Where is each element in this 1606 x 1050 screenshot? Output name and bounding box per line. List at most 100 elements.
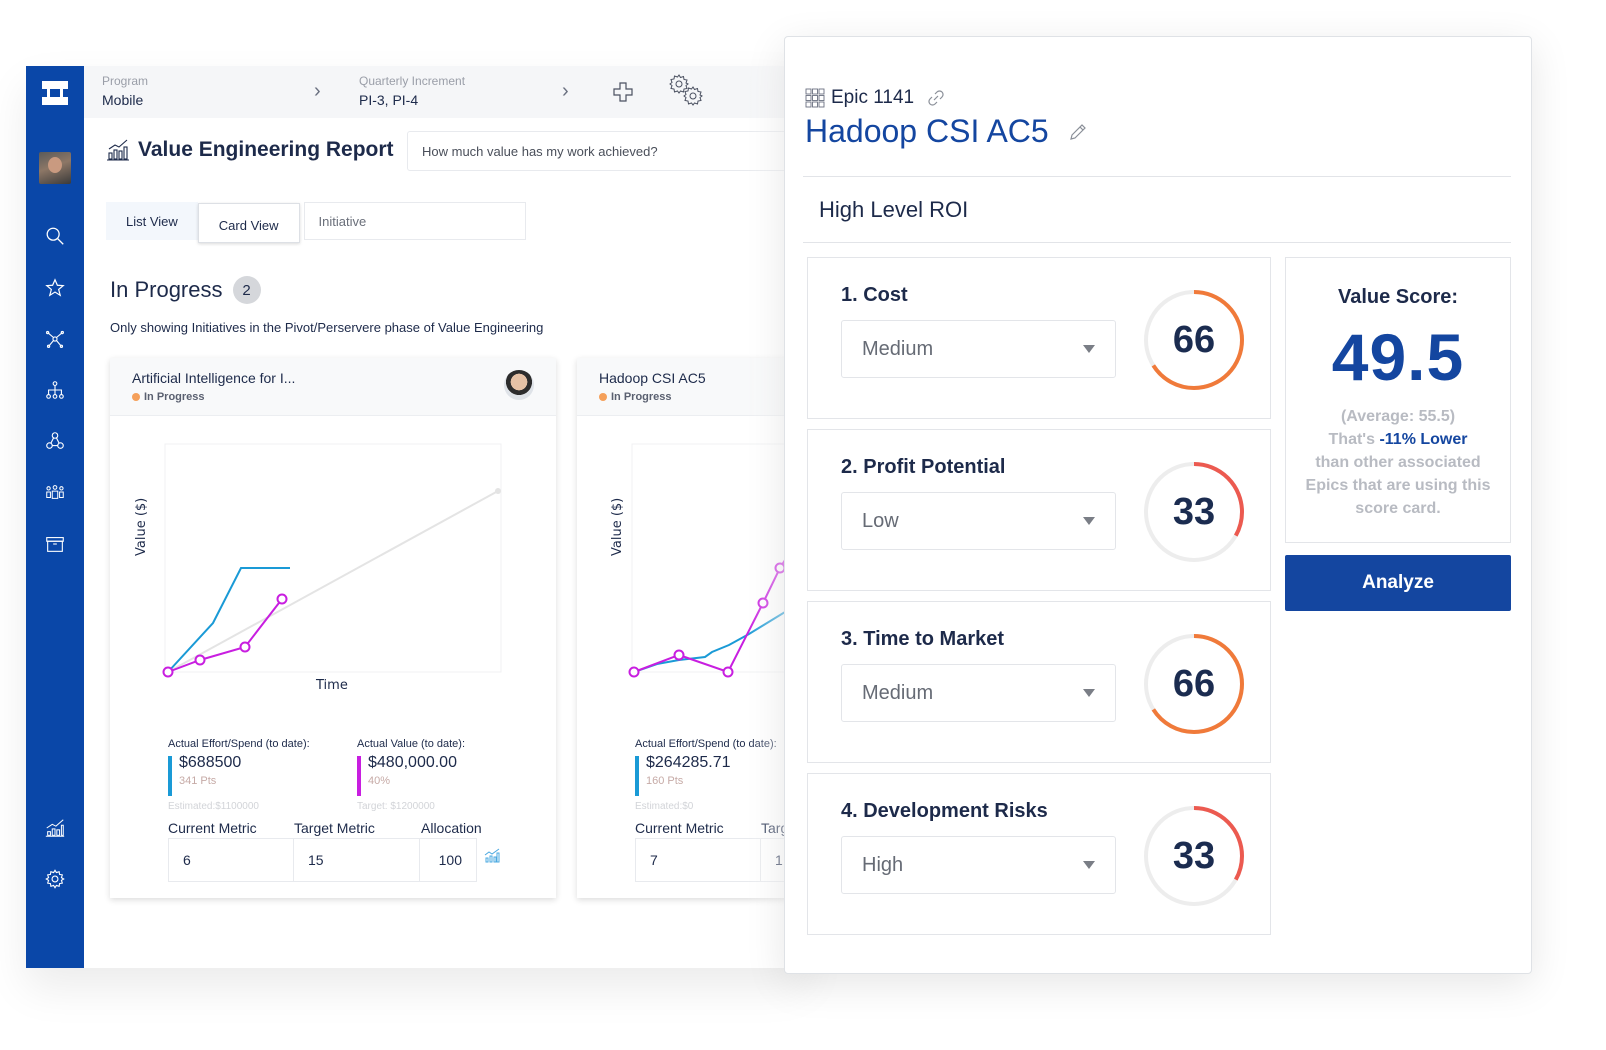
initiative-filter-input[interactable]: Initiative [303, 202, 526, 240]
value-label: Actual Value (to date): [357, 738, 466, 750]
effort-amount: $264285.71 [646, 754, 731, 771]
selected-value: High [862, 853, 904, 876]
page-header: Value Engineering Report [106, 138, 394, 162]
section-header: In Progress 2 [110, 276, 261, 304]
nodes-icon[interactable] [43, 429, 67, 453]
edit-pencil-icon[interactable] [1067, 121, 1089, 143]
epic-id: Epic 1141 [831, 87, 915, 108]
criterion-cost: 1. Cost Medium 66 [807, 257, 1271, 419]
effort-points: 160 Pts [646, 775, 684, 787]
star-icon[interactable] [43, 276, 67, 300]
effort-estimate: Estimated:$0 [635, 801, 694, 812]
breadcrumb-label: Quarterly Increment [359, 74, 466, 88]
report-chart-icon[interactable] [43, 816, 67, 840]
current-metric-header: Current Metric [168, 820, 257, 836]
criterion-select[interactable]: Medium [841, 320, 1116, 378]
status-label: In Progress [611, 391, 672, 403]
y-axis-label: Value ($) [134, 497, 149, 556]
score-gauge: 66 [1142, 288, 1246, 392]
ask-question-input[interactable]: How much value has my work achieved? [407, 131, 806, 171]
card-header: Hadoop CSI AC5 In Progress [577, 358, 806, 416]
current-metric-input[interactable]: 6 [168, 838, 294, 882]
chevron-right-icon: › [562, 80, 569, 102]
archive-icon[interactable] [43, 532, 67, 556]
epic-detail-panel: Epic 1141 Hadoop CSI AC5 High Level ROI … [784, 36, 1532, 974]
criterion-name: 3. Time to Market [841, 628, 1005, 650]
value-percent: 40% [368, 775, 391, 787]
effort-estimate: Estimated:$1100000 [168, 801, 259, 812]
card-title[interactable]: Artificial Intelligence for I... [132, 370, 296, 386]
effort-points: 341 Pts [179, 775, 217, 787]
epic-title-row: Hadoop CSI AC5 [805, 113, 1089, 150]
view-tabs: List View Card View Initiative [106, 202, 526, 243]
selected-value: Low [862, 509, 899, 532]
section-title: In Progress [110, 277, 223, 302]
page-title: Value Engineering Report [138, 138, 394, 161]
effort-label: Actual Effort/Spend (to date): [635, 738, 777, 750]
criterion-development-risks: 4. Development Risks High 33 [807, 773, 1271, 935]
chart-link-icon[interactable] [484, 848, 500, 868]
status-badge: In Progress [132, 391, 534, 403]
initiative-card[interactable]: Hadoop CSI AC5 In Progress Value ($) Act… [577, 358, 806, 898]
criterion-select[interactable]: High [841, 836, 1116, 894]
plus-icon[interactable] [612, 81, 634, 108]
score-gauge: 33 [1142, 804, 1246, 908]
criterion-name: 4. Development Risks [841, 800, 1048, 822]
criterion-select[interactable]: Medium [841, 664, 1116, 722]
score-value: 66 [1172, 318, 1216, 361]
breadcrumb-value: PI-3, PI-4 [359, 92, 419, 108]
value-chart: Value ($) Time [110, 416, 556, 706]
criterion-profit-potential: 2. Profit Potential Low 33 [807, 429, 1271, 591]
criterion-select[interactable]: Low [841, 492, 1116, 550]
value-chart: Value ($) [577, 416, 806, 706]
tab-list-view[interactable]: List View [106, 202, 198, 240]
comparison-suffix: than other associated Epics that are usi… [1305, 454, 1491, 517]
allocation-input[interactable]: 100 [419, 838, 477, 882]
breadcrumb-value: Mobile [102, 92, 144, 108]
value-metric: Actual Value (to date): $480,000.00 40% … [357, 738, 465, 812]
tab-card-view[interactable]: Card View [197, 203, 300, 243]
settings-gear-icon[interactable] [43, 867, 67, 891]
breadcrumb-label: Program [102, 74, 149, 88]
value-score-label: Value Score: [1337, 286, 1459, 308]
divider [803, 176, 1511, 177]
sidebar [26, 66, 84, 968]
logo-icon[interactable] [42, 81, 68, 105]
criterion-time-to-market: 3. Time to Market Medium 66 [807, 601, 1271, 763]
breadcrumb-quarterly-increment[interactable]: Quarterly Increment PI-3, PI-4 [359, 74, 465, 108]
average-score: (Average: 55.5) [1340, 408, 1456, 425]
chevron-right-icon: › [314, 80, 321, 102]
search-icon[interactable] [43, 224, 67, 248]
effort-metric: Actual Effort/Spend (to date): $688500 3… [168, 738, 310, 812]
breadcrumb-program[interactable]: Program Mobile [102, 74, 148, 108]
effort-bar [635, 756, 639, 796]
score-value: 66 [1172, 662, 1216, 705]
caret-down-icon [1083, 689, 1095, 697]
hierarchy-icon[interactable] [43, 378, 67, 402]
value-amount: $480,000.00 [368, 754, 457, 771]
network-icon[interactable] [43, 327, 67, 351]
status-dot-icon [599, 393, 607, 401]
caret-down-icon [1083, 861, 1095, 869]
effort-label: Actual Effort/Spend (to date): [168, 738, 310, 750]
target-metric-header: Target Metric [294, 820, 375, 836]
avatar[interactable] [504, 370, 534, 400]
card-title[interactable]: Hadoop CSI AC5 [599, 370, 706, 386]
comparison-highlight: -11% Lower [1379, 431, 1468, 448]
avatar[interactable] [39, 152, 71, 184]
gears-icon[interactable] [668, 73, 704, 112]
top-bar: Program Mobile › Quarterly Increment PI-… [84, 66, 806, 118]
score-value: 33 [1172, 834, 1216, 877]
value-bar [357, 756, 361, 796]
criterion-name: 1. Cost [841, 284, 908, 306]
team-icon[interactable] [43, 480, 67, 504]
target-metric-input[interactable]: 15 [293, 838, 420, 882]
comparison-prefix: That's [1328, 431, 1375, 448]
current-metric-input[interactable]: 7 [635, 838, 761, 882]
link-icon[interactable] [926, 88, 946, 108]
analyze-button[interactable]: Analyze [1285, 555, 1511, 611]
score-gauge: 33 [1142, 460, 1246, 564]
epic-title: Hadoop CSI AC5 [805, 113, 1049, 149]
initiative-card[interactable]: Artificial Intelligence for I... In Prog… [110, 358, 556, 898]
